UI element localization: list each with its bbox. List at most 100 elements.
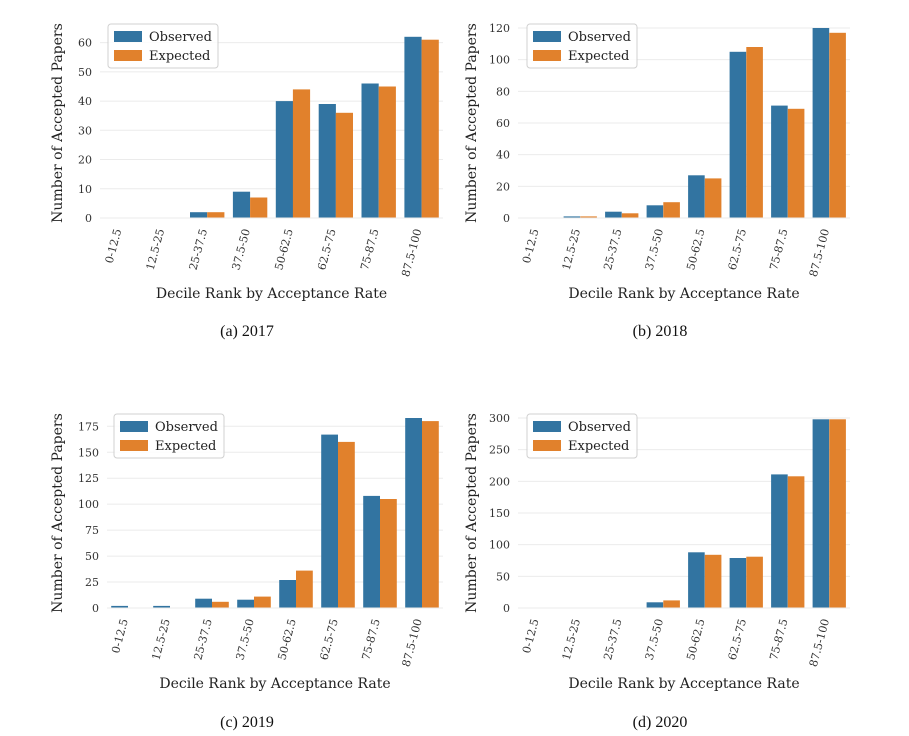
y-tick-label: 175 <box>78 420 99 433</box>
y-tick-label: 25 <box>85 576 99 589</box>
x-tick-label: 50-62.5 <box>272 227 295 271</box>
y-tick-label: 75 <box>85 524 99 537</box>
y-tick-label: 60 <box>496 117 510 130</box>
y-tick-label: 0 <box>503 602 510 615</box>
y-tick-label: 250 <box>489 444 510 457</box>
bar-observed-25-37.5 <box>605 211 622 218</box>
y-axis-title: Number of Accepted Papers <box>50 413 66 613</box>
bar-observed-87.5-100 <box>404 36 422 218</box>
bar-expected-87.5-100 <box>829 419 846 608</box>
bar-observed-87.5-100 <box>812 419 830 608</box>
y-tick-label: 40 <box>496 149 510 162</box>
y-tick-label: 100 <box>489 54 510 67</box>
x-tick-label: 75-87.5 <box>767 617 790 661</box>
panel-caption: (d) 2020 <box>633 714 688 731</box>
bar-observed-75-87.5 <box>771 474 788 608</box>
x-tick-label: 75-87.5 <box>767 227 790 271</box>
legend: Observed Expected <box>107 23 219 69</box>
bar-expected-75-87.5 <box>787 476 805 608</box>
bar-observed-62.5-75 <box>321 434 338 608</box>
x-tick-label: 87.5-100 <box>400 617 425 668</box>
y-tick-label: 120 <box>489 22 510 35</box>
x-tick-label: 87.5-100 <box>807 617 832 668</box>
x-tick-label: 37.5-50 <box>233 617 256 661</box>
y-tick-label: 60 <box>78 37 92 50</box>
bar-expected-87.5-100 <box>421 39 439 219</box>
bar-observed-50-62.5 <box>275 101 293 218</box>
bar-observed-75-87.5 <box>363 495 380 608</box>
bar-expected-87.5-100 <box>422 421 439 608</box>
y-axis-title: Number of Accepted Papers <box>464 23 480 223</box>
bar-observed-62.5-75 <box>729 558 747 608</box>
legend-swatch-expected <box>533 50 561 61</box>
x-tick-label: 87.5-100 <box>399 227 424 278</box>
x-tick-label: 75-87.5 <box>358 227 381 271</box>
y-tick-label: 150 <box>489 507 510 520</box>
x-tick-label: 0-12.5 <box>520 227 542 264</box>
y-axis-title: Number of Accepted Papers <box>464 413 480 613</box>
legend-label-expected: Expected <box>155 439 216 454</box>
x-tick-label: 75-87.5 <box>359 617 382 661</box>
x-tick-label: 25-37.5 <box>191 617 214 661</box>
bar-expected-37.5-50 <box>663 600 680 608</box>
y-axis-title: Number of Accepted Papers <box>50 23 66 223</box>
bar-expected-62.5-75 <box>746 47 763 218</box>
chart-panel-2: 0 20 40 60 80 100 120 0-12.5 12.5-25 25-37.5 37.5-… <box>464 22 850 340</box>
legend-swatch-expected <box>533 440 561 451</box>
bar-expected-62.5-75 <box>335 112 353 218</box>
x-tick-label: 12.5-25 <box>149 617 172 661</box>
bar-observed-37.5-50 <box>232 191 251 218</box>
x-tick-label: 12.5-25 <box>560 227 583 271</box>
legend: Observed Expected <box>113 413 225 459</box>
chart-panel-4: 0 50 100 150 200 250 300 0-12.5 12.5-25 25-37.5 37… <box>464 412 850 731</box>
bar-observed-12.5-25 <box>153 605 170 608</box>
bar-observed-87.5-100 <box>405 418 422 608</box>
bar-expected-37.5-50 <box>250 197 268 218</box>
y-tick-label: 100 <box>78 498 99 511</box>
bar-expected-25-37.5 <box>212 601 229 608</box>
x-tick-label: 50-62.5 <box>684 227 707 271</box>
bar-observed-75-87.5 <box>361 83 379 218</box>
legend-label-observed: Observed <box>568 30 631 45</box>
bar-expected-50-62.5 <box>296 570 313 608</box>
bar-observed-12.5-25 <box>563 216 581 218</box>
bar-observed-75-87.5 <box>771 105 788 218</box>
bar-observed-25-37.5 <box>195 598 212 608</box>
x-axis-title: Decile Rank by Acceptance Rate <box>156 286 387 302</box>
bar-expected-50-62.5 <box>704 178 722 218</box>
bar-expected-50-62.5 <box>292 89 311 219</box>
bar-expected-75-87.5 <box>787 108 805 218</box>
y-tick-label: 20 <box>78 154 92 167</box>
legend-label-observed: Observed <box>155 420 218 435</box>
bar-expected-75-87.5 <box>378 86 396 218</box>
x-axis-title: Decile Rank by Acceptance Rate <box>568 286 799 302</box>
x-tick-label: 25-37.5 <box>601 617 624 661</box>
legend-label-expected: Expected <box>568 49 629 64</box>
bar-expected-25-37.5 <box>621 213 639 219</box>
y-tick-label: 0 <box>85 212 92 225</box>
y-tick-label: 150 <box>78 446 99 459</box>
x-tick-label: 0-12.5 <box>103 227 125 264</box>
y-tick-label: 50 <box>78 66 92 79</box>
x-tick-label: 50-62.5 <box>275 617 298 661</box>
x-tick-label: 0-12.5 <box>520 617 542 654</box>
bar-observed-37.5-50 <box>237 599 254 608</box>
legend-swatch-observed <box>114 31 142 42</box>
x-axis-title: Decile Rank by Acceptance Rate <box>568 676 799 692</box>
bar-expected-25-37.5 <box>207 212 225 218</box>
chart-panel-3: 0 25 50 75 100 125 150 175 0-12.5 12.5-25 25-37.5 3… <box>50 413 443 731</box>
y-tick-label: 40 <box>78 95 92 108</box>
bar-expected-37.5-50 <box>254 596 271 608</box>
bar-observed-25-37.5 <box>190 212 208 218</box>
y-tick-label: 125 <box>78 472 99 485</box>
bar-expected-50-62.5 <box>704 554 722 608</box>
y-tick-label: 0 <box>92 602 99 615</box>
y-tick-label: 300 <box>489 412 510 425</box>
bar-expected-75-87.5 <box>380 499 397 608</box>
x-tick-label: 62.5-75 <box>726 227 749 271</box>
bar-observed-62.5-75 <box>318 104 336 218</box>
x-tick-label: 37.5-50 <box>643 227 666 271</box>
y-tick-label: 100 <box>489 539 510 552</box>
panel-caption: (b) 2018 <box>633 323 688 340</box>
